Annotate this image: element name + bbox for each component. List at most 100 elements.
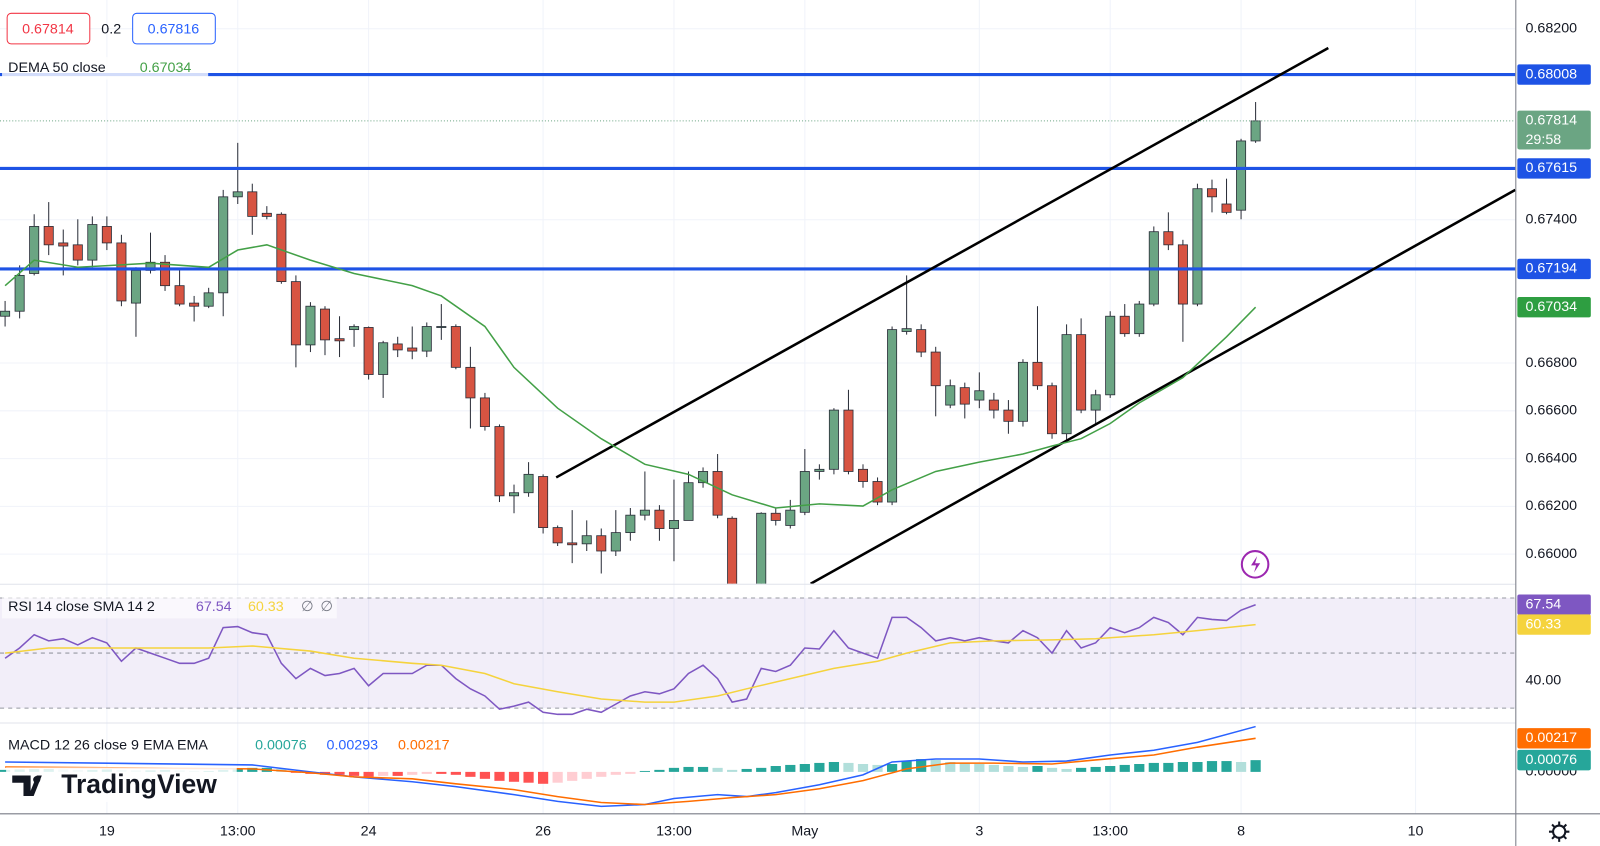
candle-body (1105, 315, 1116, 396)
x-tick-label: 24 (361, 823, 377, 839)
histogram-bar (1163, 762, 1174, 772)
candle-body (1119, 315, 1130, 335)
histogram-bar (843, 762, 854, 772)
candle-body (683, 482, 694, 521)
candle-body (378, 342, 389, 375)
histogram-bar (378, 771, 389, 776)
candle-body (654, 509, 665, 529)
candle-body (261, 212, 272, 217)
histogram-bar (392, 771, 403, 776)
histogram-bar (814, 762, 825, 772)
bid-box[interactable] (6, 12, 91, 45)
price-tag (1517, 749, 1591, 771)
candle-body (160, 261, 171, 287)
candle-body (858, 468, 869, 482)
histogram-bar (886, 764, 898, 772)
histogram-bar (901, 761, 912, 772)
histogram-bar (1061, 768, 1072, 772)
histogram-bar (596, 771, 607, 777)
price-tag (1517, 594, 1591, 615)
candle-body (639, 509, 650, 516)
histogram-bar (363, 771, 374, 777)
candle-body (523, 473, 534, 494)
legend-bg (2, 595, 337, 619)
candle-body (1076, 334, 1087, 411)
histogram-bar (581, 771, 592, 779)
histogram-bar (1206, 761, 1218, 772)
candle-body (552, 527, 563, 544)
histogram-bar (1177, 761, 1189, 772)
candle-body (1192, 188, 1203, 305)
candle-body (101, 226, 112, 244)
histogram-bar (770, 766, 781, 772)
price-tag-label: 0.00217 (1526, 730, 1578, 746)
candle-body (421, 326, 432, 352)
price-tag (1517, 64, 1591, 85)
y-tick-label: 0.66200 (1526, 498, 1578, 514)
candle-body (130, 269, 141, 304)
series-line (5, 737, 1256, 806)
x-tick-label: 26 (535, 823, 551, 839)
candle-body (872, 481, 883, 503)
rsi-legend[interactable]: RSI 14 close SMA 14 2 (8, 599, 155, 615)
histogram-bar (945, 761, 956, 772)
macd-legend[interactable]: MACD 12 26 close 9 EMA EMA (8, 738, 208, 754)
candle-body (1250, 120, 1261, 142)
price-tag (1517, 110, 1591, 150)
y-tick-label: 0.66000 (1526, 546, 1578, 562)
histogram-bar (916, 759, 927, 772)
ask-box[interactable] (132, 12, 216, 45)
candle-body (1047, 385, 1058, 435)
y-tick-label: 0.66600 (1526, 403, 1578, 419)
candle-body (116, 242, 127, 302)
histogram-bar (1250, 760, 1261, 772)
candle-body (436, 326, 447, 328)
histogram-bar (1134, 764, 1145, 772)
candle-body (625, 514, 636, 534)
candle-body (843, 409, 854, 472)
rsi-legend-extra: ∅ (320, 599, 332, 615)
histogram-bar (567, 771, 578, 781)
price-tag-label: 0.67814 (1526, 113, 1578, 129)
candle-body (305, 305, 316, 346)
histogram-bar (450, 771, 461, 775)
candle-body (87, 224, 98, 261)
candle-body (596, 535, 607, 552)
candle-body (668, 520, 679, 529)
x-tick-label: 3 (975, 823, 983, 839)
price-pane (0, 46, 1516, 584)
histogram-bar (538, 771, 549, 784)
candle-body (698, 471, 709, 484)
y-tick-label: 40.00 (1526, 672, 1562, 688)
candle-body (14, 274, 25, 312)
candle-body (479, 397, 490, 427)
dema-legend[interactable]: DEMA 50 close (8, 60, 106, 76)
x-tick-label: May (791, 823, 819, 839)
histogram-bar (697, 766, 709, 772)
candle-body (43, 226, 54, 246)
histogram-bar (1119, 764, 1130, 772)
histogram-bar (668, 767, 680, 772)
histogram-bar (334, 771, 345, 775)
candle-body (407, 347, 418, 352)
price-tag (1517, 614, 1591, 635)
x-tick-label: 13:00 (1092, 823, 1128, 839)
x-tick-label: 13:00 (220, 823, 256, 839)
candle-body (1017, 361, 1028, 422)
candle-body (203, 292, 214, 307)
candle-body (988, 399, 999, 411)
candle-body (974, 390, 985, 401)
candle-body (1177, 244, 1188, 305)
histogram-bar (1221, 761, 1232, 772)
histogram-bar (1017, 766, 1029, 772)
candle-body (349, 326, 360, 331)
histogram-bar (247, 767, 258, 772)
histogram-bar (1046, 767, 1058, 772)
logo-text[interactable]: TradingView (61, 769, 217, 799)
trend-line (810, 188, 1516, 584)
candle-body (1090, 394, 1101, 411)
price-tag-label: 67.54 (1526, 597, 1562, 613)
histogram-bar (1148, 762, 1159, 772)
candle-body (465, 366, 476, 399)
